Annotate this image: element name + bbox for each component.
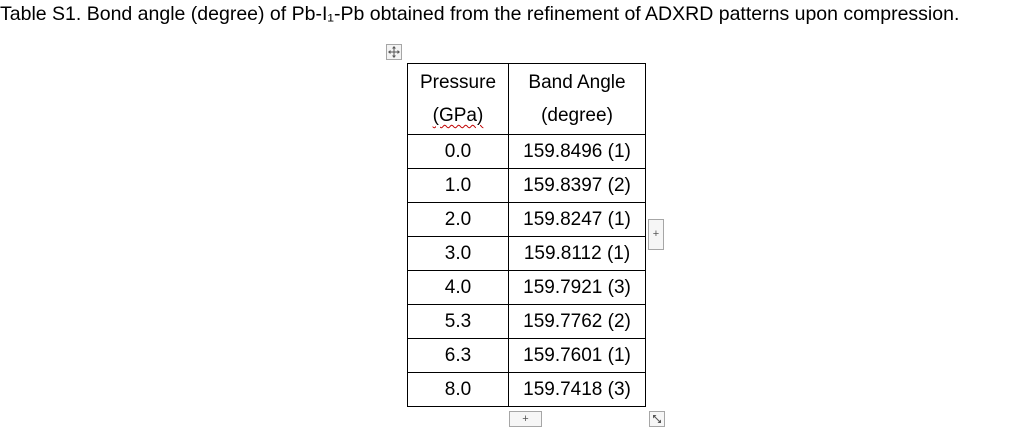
angle-cell[interactable]: 159.8247 (1) (508, 202, 646, 237)
pressure-cell[interactable]: 4.0 (407, 270, 509, 305)
plus-icon: + (522, 413, 529, 425)
pressure-cell[interactable]: 2.0 (407, 202, 509, 237)
bond-angle-table: Pressure (GPa) Band Angle (degree) 0.0 1… (407, 63, 646, 407)
header-pressure-label: Pressure (419, 72, 497, 93)
angle-cell[interactable]: 159.7762 (2) (508, 304, 646, 339)
table-row: 4.0 159.7921 (3) (407, 270, 646, 305)
table-row: 3.0 159.8112 (1) (407, 236, 646, 271)
table-row: 2.0 159.8247 (1) (407, 202, 646, 237)
move-arrows-icon (388, 46, 400, 58)
add-column-button[interactable]: + (648, 219, 664, 250)
angle-cell[interactable]: 159.8112 (1) (508, 236, 646, 271)
plus-icon: + (652, 228, 660, 240)
angle-cell[interactable]: 159.7418 (3) (508, 372, 646, 407)
table-move-handle[interactable] (386, 44, 402, 60)
pressure-cell[interactable]: 6.3 (407, 338, 509, 373)
table-header-row: Pressure (GPa) Band Angle (degree) (407, 63, 646, 135)
pressure-cell[interactable]: 8.0 (407, 372, 509, 407)
header-angle-label: Band Angle (528, 72, 626, 93)
header-angle[interactable]: Band Angle (degree) (508, 63, 646, 135)
pressure-cell[interactable]: 0.0 (407, 134, 509, 169)
pressure-cell[interactable]: 1.0 (407, 168, 509, 203)
table-row: 1.0 159.8397 (2) (407, 168, 646, 203)
table-row: 5.3 159.7762 (2) (407, 304, 646, 339)
header-pressure-unit: (GPa) (432, 105, 484, 126)
angle-cell[interactable]: 159.8496 (1) (508, 134, 646, 169)
table-resize-handle[interactable] (649, 411, 665, 427)
table-row: 8.0 159.7418 (3) (407, 372, 646, 407)
angle-cell[interactable]: 159.8397 (2) (508, 168, 646, 203)
pressure-cell[interactable]: 5.3 (407, 304, 509, 339)
header-pressure[interactable]: Pressure (GPa) (407, 63, 509, 135)
table-caption: Table S1. Bond angle (degree) of Pb-I₁-P… (0, 3, 960, 25)
table-row: 0.0 159.8496 (1) (407, 134, 646, 169)
diagonal-resize-icon (653, 415, 661, 423)
pressure-cell[interactable]: 3.0 (407, 236, 509, 271)
header-angle-unit: (degree) (541, 105, 613, 126)
angle-cell[interactable]: 159.7921 (3) (508, 270, 646, 305)
add-row-button[interactable]: + (509, 411, 542, 427)
angle-cell[interactable]: 159.7601 (1) (508, 338, 646, 373)
table-row: 6.3 159.7601 (1) (407, 338, 646, 373)
